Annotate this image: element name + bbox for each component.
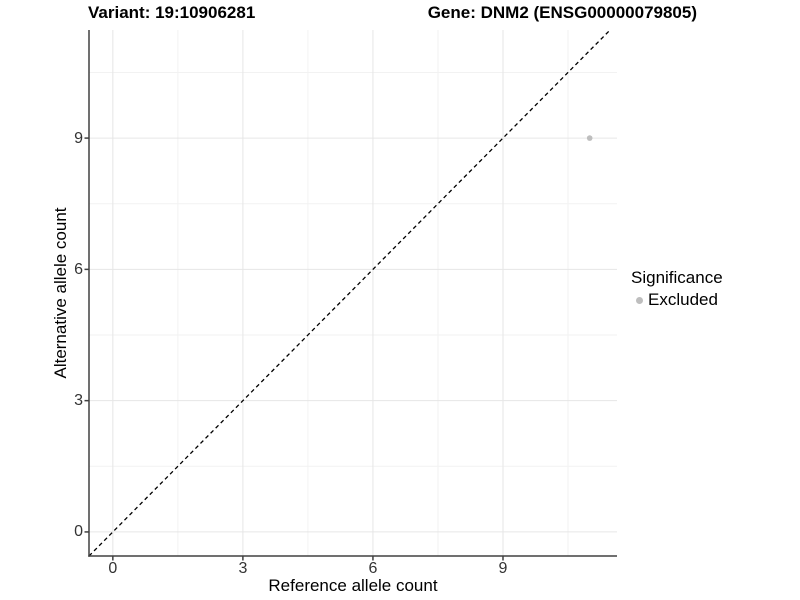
y-axis-label: Alternative allele count [51, 207, 70, 379]
identity-line [88, 29, 611, 557]
x-axis-label: Reference allele count [268, 576, 438, 595]
legend-item-excluded: Excluded [631, 290, 723, 310]
y-tick-label: 0 [74, 523, 83, 541]
legend: Significance Excluded [631, 267, 723, 310]
y-tick-label: 3 [74, 392, 83, 410]
x-tick-label: 9 [498, 560, 508, 577]
x-tick-label: 3 [238, 560, 248, 577]
x-tick-label: 6 [368, 560, 378, 577]
data-point [586, 135, 593, 141]
legend-item-label: Excluded [648, 290, 718, 309]
legend-title: Significance [631, 268, 723, 287]
plot-title-variant: Variant: 19:10906281 [88, 3, 256, 22]
legend-point-icon [636, 296, 643, 304]
y-tick-label: 9 [74, 129, 83, 147]
plot-title-gene: Gene: DNM2 (ENSG00000079805) [427, 3, 697, 22]
x-tick-label: 0 [108, 560, 118, 577]
plot-title: Variant: 19:10906281 Gene: DNM2 (ENSG000… [88, 3, 697, 23]
y-tick-label: 6 [74, 260, 83, 278]
